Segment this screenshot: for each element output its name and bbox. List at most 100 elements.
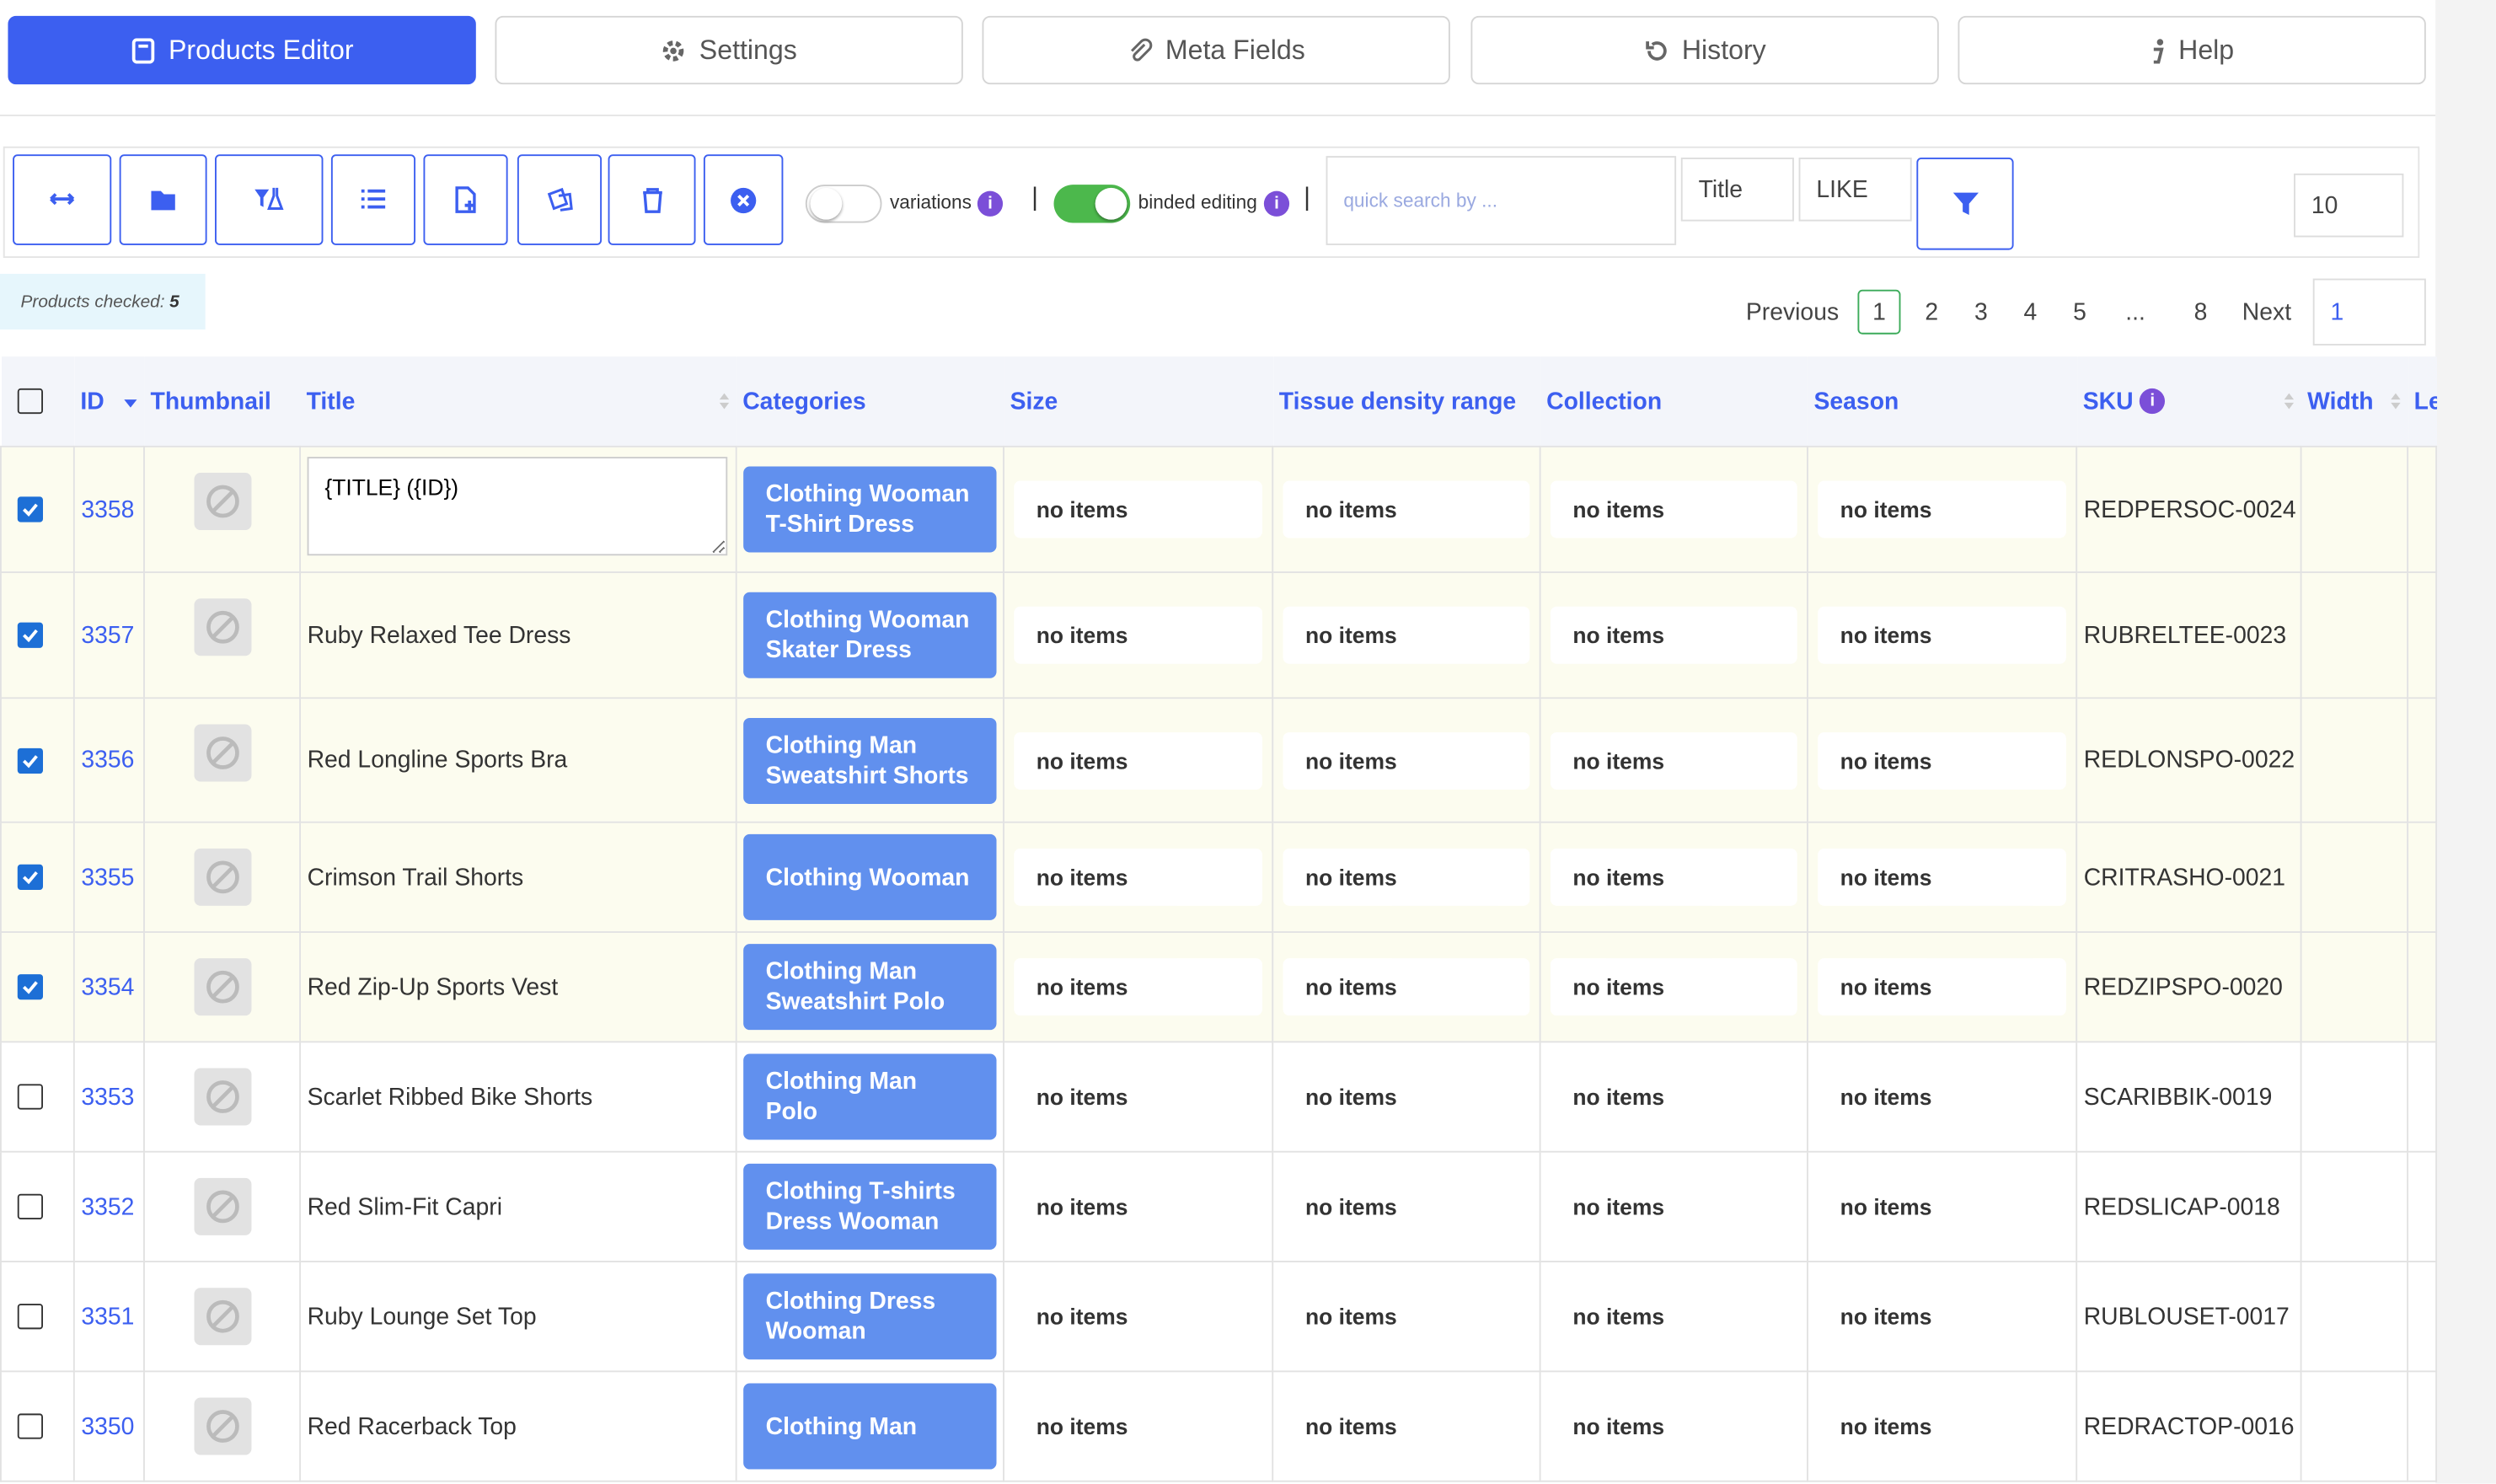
length-cell[interactable] [2407,1041,2438,1153]
size-value[interactable]: no items [1014,731,1262,789]
thumbnail[interactable] [193,1288,251,1346]
next-link[interactable]: Next [2242,298,2292,326]
size-value[interactable]: no items [1014,1068,1262,1126]
tissue-value[interactable]: no items [1283,731,1530,789]
thumbnail[interactable] [193,1177,251,1235]
tissue-value[interactable]: no items [1283,1397,1530,1455]
title-cell[interactable]: Red Longline Sports Bra [299,697,737,823]
collection-value[interactable]: no items [1550,848,1797,906]
title-cell[interactable]: Ruby Relaxed Tee Dress [299,571,737,699]
length-cell[interactable] [2407,931,2438,1043]
row-checkbox[interactable] [17,622,44,648]
thumbnail[interactable] [193,1397,251,1455]
category-badge[interactable]: Clothing Wooman [743,833,997,920]
delete-button[interactable] [608,154,696,245]
tissue-value[interactable]: no items [1283,958,1530,1016]
product-id[interactable]: 3350 [72,1370,145,1482]
info-icon[interactable]: i [2140,388,2166,415]
product-id[interactable]: 3357 [72,571,145,699]
category-badge[interactable]: Clothing Wooman Skater Dress [743,592,997,678]
size-value[interactable]: no items [1014,958,1262,1016]
quick-search-input[interactable]: quick search by ... [1326,156,1677,245]
category-badge[interactable]: Clothing T-shirts Dress Wooman [743,1163,997,1250]
column-header[interactable]: Le [2408,356,2437,447]
page-link[interactable]: 8 [2193,298,2208,326]
width-cell[interactable] [2300,445,2409,574]
open-button[interactable] [119,154,207,245]
collection-value[interactable]: no items [1550,958,1797,1016]
column-header[interactable]: Categories [736,356,1004,447]
filter-button[interactable] [1916,158,2014,250]
cancel-button[interactable] [703,154,784,245]
category-badge[interactable]: Clothing Dress Wooman [743,1273,997,1360]
sku[interactable]: REDLONSPO-0022 [2076,697,2302,823]
product-id[interactable]: 3351 [72,1261,145,1373]
product-id[interactable]: 3358 [72,445,145,574]
row-checkbox[interactable] [17,1413,44,1439]
season-value[interactable]: no items [1818,480,2066,538]
tissue-value[interactable]: no items [1283,848,1530,906]
tissue-value[interactable]: no items [1283,1068,1530,1126]
sku[interactable]: REDRACTOP-0016 [2076,1370,2302,1482]
select-all-checkbox[interactable] [16,388,43,415]
duplicate-button[interactable] [517,154,603,245]
thumbnail[interactable] [193,958,251,1016]
width-cell[interactable] [2300,1150,2409,1262]
thumbnail[interactable] [193,724,251,782]
width-cell[interactable] [2300,571,2409,699]
column-header[interactable]: Season [1807,356,2077,447]
row-checkbox[interactable] [17,974,44,1000]
tissue-value[interactable]: no items [1283,606,1530,664]
product-id[interactable]: 3356 [72,697,145,823]
tab[interactable]: Help [1958,15,2426,85]
sku[interactable]: REDPERSOC-0024 [2076,445,2302,574]
column-header[interactable]: SKU i [2076,356,2301,447]
row-checkbox[interactable] [17,747,44,774]
column-header[interactable]: Size [1004,356,1273,447]
collection-value[interactable]: no items [1550,606,1797,664]
sku[interactable]: SCARIBBIK-0019 [2076,1041,2302,1153]
product-id[interactable]: 3353 [72,1041,145,1153]
season-value[interactable]: no items [1818,1288,2066,1346]
width-cell[interactable] [2300,697,2409,823]
column-header[interactable]: Tissue density range [1272,356,1540,447]
season-value[interactable]: no items [1818,731,2066,789]
collection-value[interactable]: no items [1550,1288,1797,1346]
category-badge[interactable]: Clothing Man Sweatshirt Shorts [743,716,997,804]
info-icon[interactable]: i [1263,190,1290,217]
title-cell[interactable] [299,445,737,574]
thumbnail[interactable] [193,598,251,656]
category-badge[interactable]: Clothing Man Polo [743,1053,997,1140]
season-value[interactable]: no items [1818,848,2066,906]
product-id[interactable]: 3352 [72,1150,145,1262]
length-cell[interactable] [2407,1370,2438,1482]
product-id[interactable]: 3355 [72,821,145,933]
length-cell[interactable] [2407,1261,2438,1373]
tab[interactable]: Settings [495,15,963,85]
per-page-input[interactable]: 10 [2294,173,2404,238]
season-value[interactable]: no items [1818,1068,2066,1126]
tab[interactable]: Meta Fields [982,15,1450,85]
row-checkbox[interactable] [17,864,44,890]
sku[interactable]: REDZIPSPO-0020 [2076,931,2302,1043]
season-value[interactable]: no items [1818,1177,2066,1235]
title-cell[interactable]: Red Racerback Top [299,1370,737,1482]
page-link[interactable]: 1 [1857,289,1901,335]
width-cell[interactable] [2300,821,2409,933]
width-cell[interactable] [2300,1261,2409,1373]
page-link[interactable]: 3 [1974,298,1988,326]
row-checkbox[interactable] [17,496,44,522]
variations-toggle[interactable] [805,185,882,223]
width-cell[interactable] [2300,1041,2409,1153]
thumbnail[interactable] [193,1068,251,1126]
tab[interactable]: Products Editor [8,15,476,85]
length-cell[interactable] [2407,821,2438,933]
width-cell[interactable] [2300,931,2409,1043]
length-cell[interactable] [2407,1150,2438,1262]
search-operator-select[interactable]: LIKE [1798,158,1912,222]
goto-page-input[interactable]: 1 [2312,278,2426,346]
season-value[interactable]: no items [1818,958,2066,1016]
list-button[interactable] [330,154,416,245]
season-value[interactable]: no items [1818,1397,2066,1455]
column-header[interactable]: ID [73,356,144,447]
